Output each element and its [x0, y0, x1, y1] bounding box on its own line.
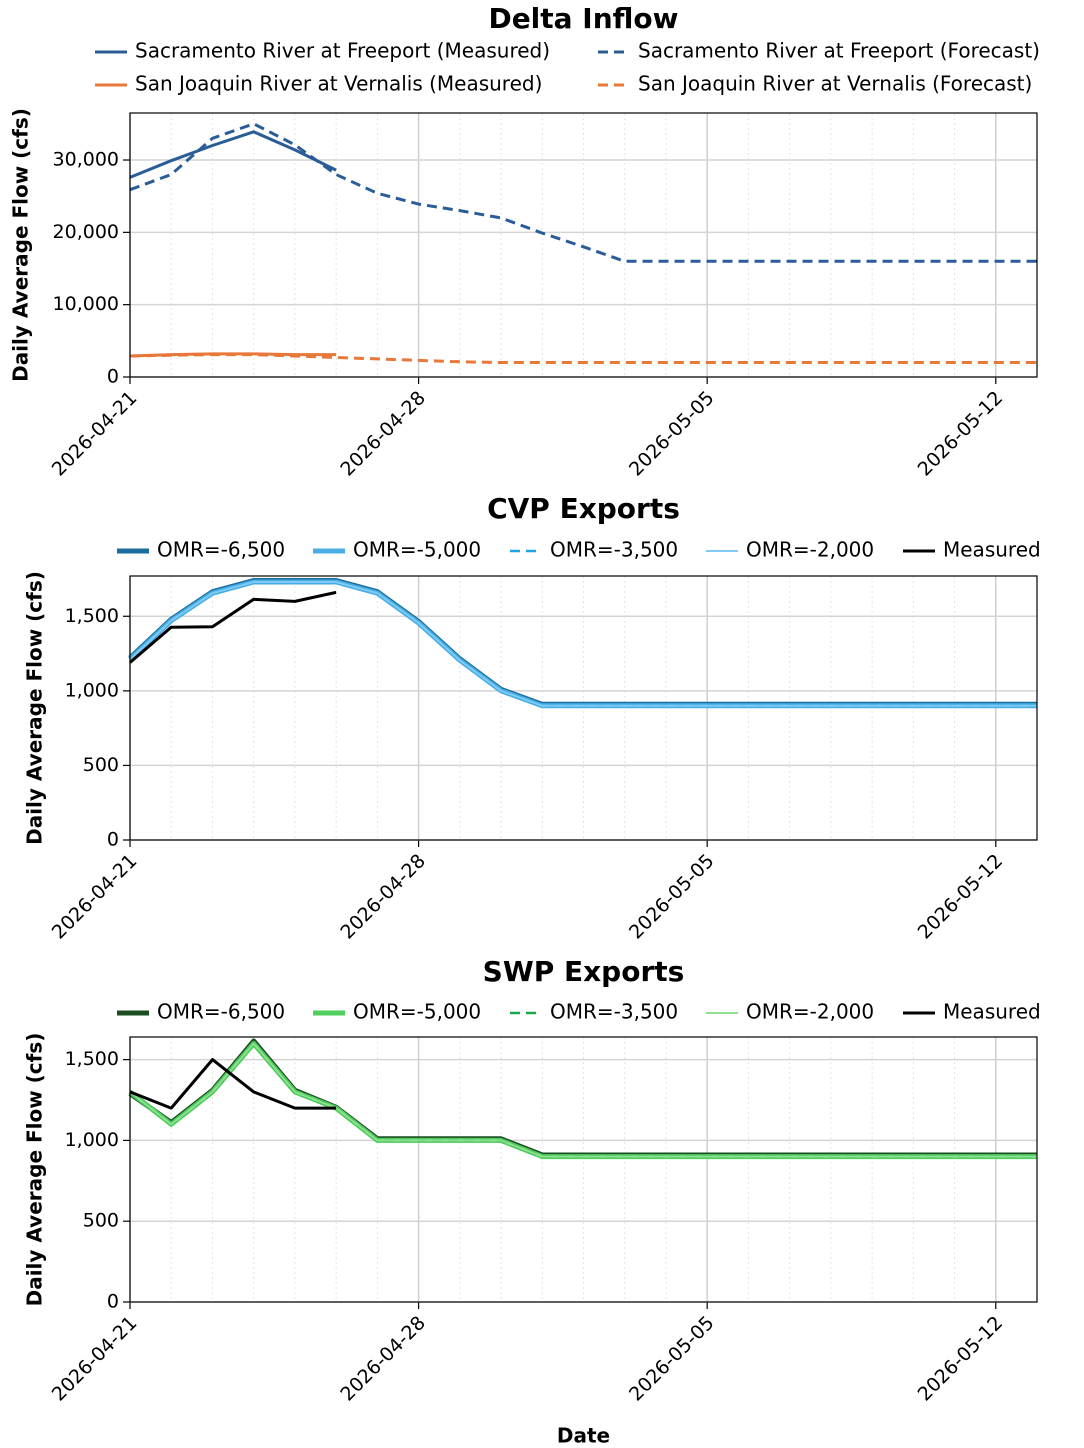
- legend-label: OMR=-3,500: [550, 538, 678, 562]
- legend-label: OMR=-2,000: [746, 1000, 874, 1024]
- legend-label: San Joaquin River at Vernalis (Measured): [135, 72, 542, 96]
- x-tick-label: 2026-04-21: [48, 387, 142, 481]
- legend-label: Sacramento River at Freeport (Measured): [135, 39, 550, 63]
- x-tick-label: 2026-04-28: [336, 850, 430, 944]
- legend-label: OMR=-5,000: [353, 1000, 481, 1024]
- chart-title: Delta Inflow: [488, 2, 678, 35]
- y-tick-label: 1,500: [65, 1048, 119, 1070]
- chart-title: SWP Exports: [483, 955, 685, 988]
- y-tick-label: 1,000: [65, 679, 119, 701]
- series-line: [129, 1058, 337, 1110]
- series-line: [128, 1041, 1037, 1160]
- chart-title: CVP Exports: [487, 492, 680, 525]
- y-tick-label: 0: [107, 1291, 119, 1313]
- plot-frame: [129, 112, 1038, 378]
- x-tick-label: 2026-05-12: [914, 387, 1008, 481]
- x-tick-label: 2026-05-12: [914, 1312, 1008, 1406]
- x-tick-label: 2026-05-12: [914, 850, 1008, 944]
- legend-label: OMR=-6,500: [157, 1000, 285, 1024]
- legend-label: OMR=-3,500: [550, 1000, 678, 1024]
- legend-label: OMR=-5,000: [353, 538, 481, 562]
- y-tick-label: 1,500: [65, 605, 119, 627]
- y-tick-label: 20,000: [53, 221, 119, 243]
- y-axis-label: Daily Average Flow (cfs): [23, 571, 47, 845]
- legend-label: OMR=-2,000: [746, 538, 874, 562]
- series-line: [129, 581, 1037, 707]
- x-tick-label: 2026-05-05: [625, 1312, 719, 1406]
- y-tick-label: 500: [83, 754, 119, 776]
- y-tick-label: 0: [107, 829, 119, 851]
- x-tick-label: 2026-05-05: [625, 850, 719, 944]
- y-tick-label: 30,000: [53, 149, 119, 171]
- x-tick-label: 2026-04-21: [48, 1312, 142, 1406]
- legend-label: San Joaquin River at Vernalis (Forecast): [638, 72, 1032, 96]
- x-tick-label: 2026-05-05: [625, 387, 719, 481]
- y-axis-label: Daily Average Flow (cfs): [23, 1033, 47, 1307]
- legend-label: Measured: [943, 538, 1041, 562]
- x-tick-label: 2026-04-28: [336, 387, 430, 481]
- legend-label: OMR=-6,500: [157, 538, 285, 562]
- x-axis-label: Date: [557, 1424, 610, 1448]
- x-tick-label: 2026-04-21: [48, 850, 142, 944]
- plot-frame: [129, 1036, 1038, 1303]
- y-tick-label: 1,000: [65, 1129, 119, 1151]
- y-axis-label: Daily Average Flow (cfs): [9, 108, 33, 382]
- series-line: [129, 130, 337, 179]
- legend-label: Sacramento River at Freeport (Forecast): [638, 39, 1040, 63]
- series-line: [129, 590, 337, 664]
- series-line: [129, 353, 1037, 364]
- y-tick-label: 0: [107, 366, 119, 388]
- series-line: [129, 1042, 1037, 1158]
- plot-frame: [129, 575, 1038, 841]
- x-tick-label: 2026-04-28: [336, 1312, 430, 1406]
- legend-label: Measured: [943, 1000, 1041, 1024]
- y-tick-label: 10,000: [53, 293, 119, 315]
- y-tick-label: 500: [83, 1210, 119, 1232]
- series-line: [129, 122, 1037, 263]
